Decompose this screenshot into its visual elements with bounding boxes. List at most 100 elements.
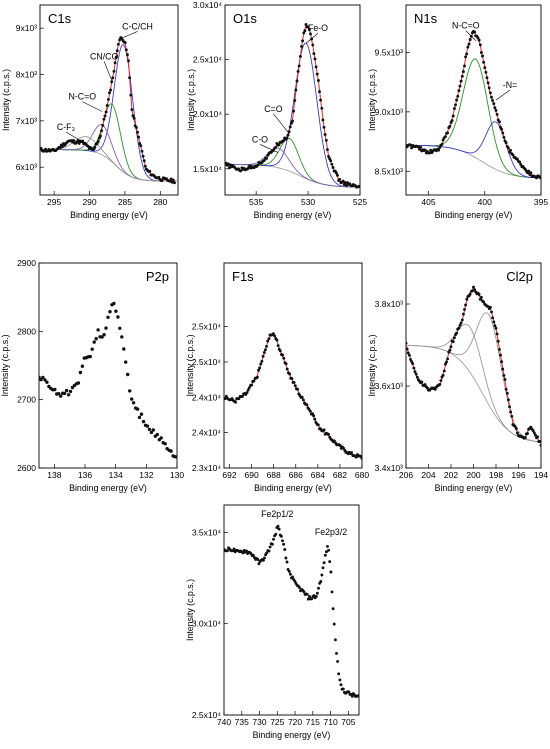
data-point <box>276 524 280 528</box>
data-point <box>266 339 270 343</box>
x-axis-label: Binding energy (eV) <box>253 730 331 740</box>
data-point <box>461 312 465 316</box>
x-tick-label: 130 <box>170 470 184 480</box>
data-point <box>437 148 441 152</box>
x-axis-label: Binding energy (eV) <box>435 210 513 220</box>
data-point <box>332 622 336 626</box>
data-point <box>163 442 167 446</box>
data-point <box>93 145 97 149</box>
data-point <box>428 151 432 155</box>
x-axis-label: Binding energy (eV) <box>254 483 332 493</box>
data-point <box>465 297 469 301</box>
data-point <box>274 532 278 536</box>
data-point <box>141 419 146 424</box>
data-point <box>334 171 338 175</box>
data-point <box>420 380 424 384</box>
y-tick-label: 3.4x10³ <box>375 463 404 473</box>
x-tick-label: 680 <box>355 470 369 480</box>
data-point <box>265 551 269 555</box>
data-point <box>433 387 437 391</box>
y-tick-label: 3.8x10³ <box>375 299 404 309</box>
data-point <box>458 84 462 88</box>
annotation-leader <box>465 30 476 41</box>
data-point <box>409 357 412 361</box>
data-point <box>482 60 486 64</box>
data-point <box>273 334 277 338</box>
data-point <box>416 145 420 149</box>
data-point <box>452 336 456 340</box>
data-point <box>419 145 423 149</box>
data-point <box>338 678 342 682</box>
data-point <box>43 378 47 382</box>
data-point <box>139 412 144 416</box>
x-tick-label: 206 <box>399 470 413 480</box>
y-tick-label: 9.0x10³ <box>375 107 404 117</box>
data-point <box>308 409 312 413</box>
data-point <box>112 69 116 73</box>
data-point <box>100 129 104 133</box>
data-point <box>64 388 69 393</box>
y-axis-label: Intensity (c.p.s.) <box>0 334 10 396</box>
data-point <box>116 42 120 46</box>
data-point <box>454 103 457 107</box>
data-point <box>239 169 243 173</box>
peak-annotation: Fe2p3/2 <box>315 527 347 537</box>
data-point <box>100 335 104 339</box>
data-point <box>455 331 459 335</box>
data-point <box>301 39 305 43</box>
y-tick-label: 2.4x10⁴ <box>192 428 222 438</box>
x-tick-label: 686 <box>289 470 303 480</box>
fit-envelope-line <box>225 23 360 188</box>
data-point <box>327 432 331 436</box>
data-point <box>317 586 320 590</box>
fit-component-line <box>406 323 541 443</box>
data-point <box>515 157 519 161</box>
data-point <box>261 558 265 562</box>
data-point <box>455 98 459 102</box>
data-point <box>306 25 310 29</box>
panel-title: O1s <box>233 11 257 26</box>
data-point <box>468 38 472 42</box>
data-point <box>439 379 443 383</box>
y-tick-label: 3.0x10⁴ <box>192 619 222 629</box>
data-point <box>465 52 469 56</box>
data-point <box>285 367 289 371</box>
data-point <box>72 138 76 142</box>
data-point <box>297 64 301 68</box>
data-point <box>494 326 498 330</box>
data-point <box>306 597 310 601</box>
data-point <box>504 387 508 391</box>
peak-annotation: Fe2p1/2 <box>261 509 293 519</box>
data-point <box>312 52 316 56</box>
peak-annotation: N-C=O <box>68 92 96 102</box>
data-point <box>506 398 510 402</box>
data-point <box>41 375 45 380</box>
plot-frame <box>224 4 361 196</box>
data-point <box>410 146 414 150</box>
x-tick-label: 705 <box>341 717 355 727</box>
data-point <box>271 332 275 336</box>
panel-title: F1s <box>232 269 254 284</box>
data-point <box>504 141 508 145</box>
data-point <box>476 36 480 40</box>
data-point <box>337 672 341 676</box>
data-point <box>274 146 278 149</box>
data-point <box>523 435 527 439</box>
data-point <box>322 561 326 565</box>
data-point <box>256 558 260 561</box>
fit-component-line <box>406 121 541 179</box>
data-point <box>128 76 132 80</box>
data-point <box>103 114 107 118</box>
data-point <box>527 169 531 173</box>
data-point <box>279 534 283 538</box>
data-point <box>258 366 262 370</box>
annotation-leader <box>305 32 319 44</box>
data-point <box>285 136 289 140</box>
panel-n1s: 405 400 395 8.5x10³ 9.0x10³ 9.5x10³ Binding en… <box>367 4 548 220</box>
data-point <box>128 389 132 393</box>
x-tick-label: 290 <box>82 197 96 207</box>
data-point <box>155 432 159 437</box>
data-point <box>293 99 297 102</box>
data-point <box>479 295 483 299</box>
y-tick-label: 6x10³ <box>16 162 37 172</box>
